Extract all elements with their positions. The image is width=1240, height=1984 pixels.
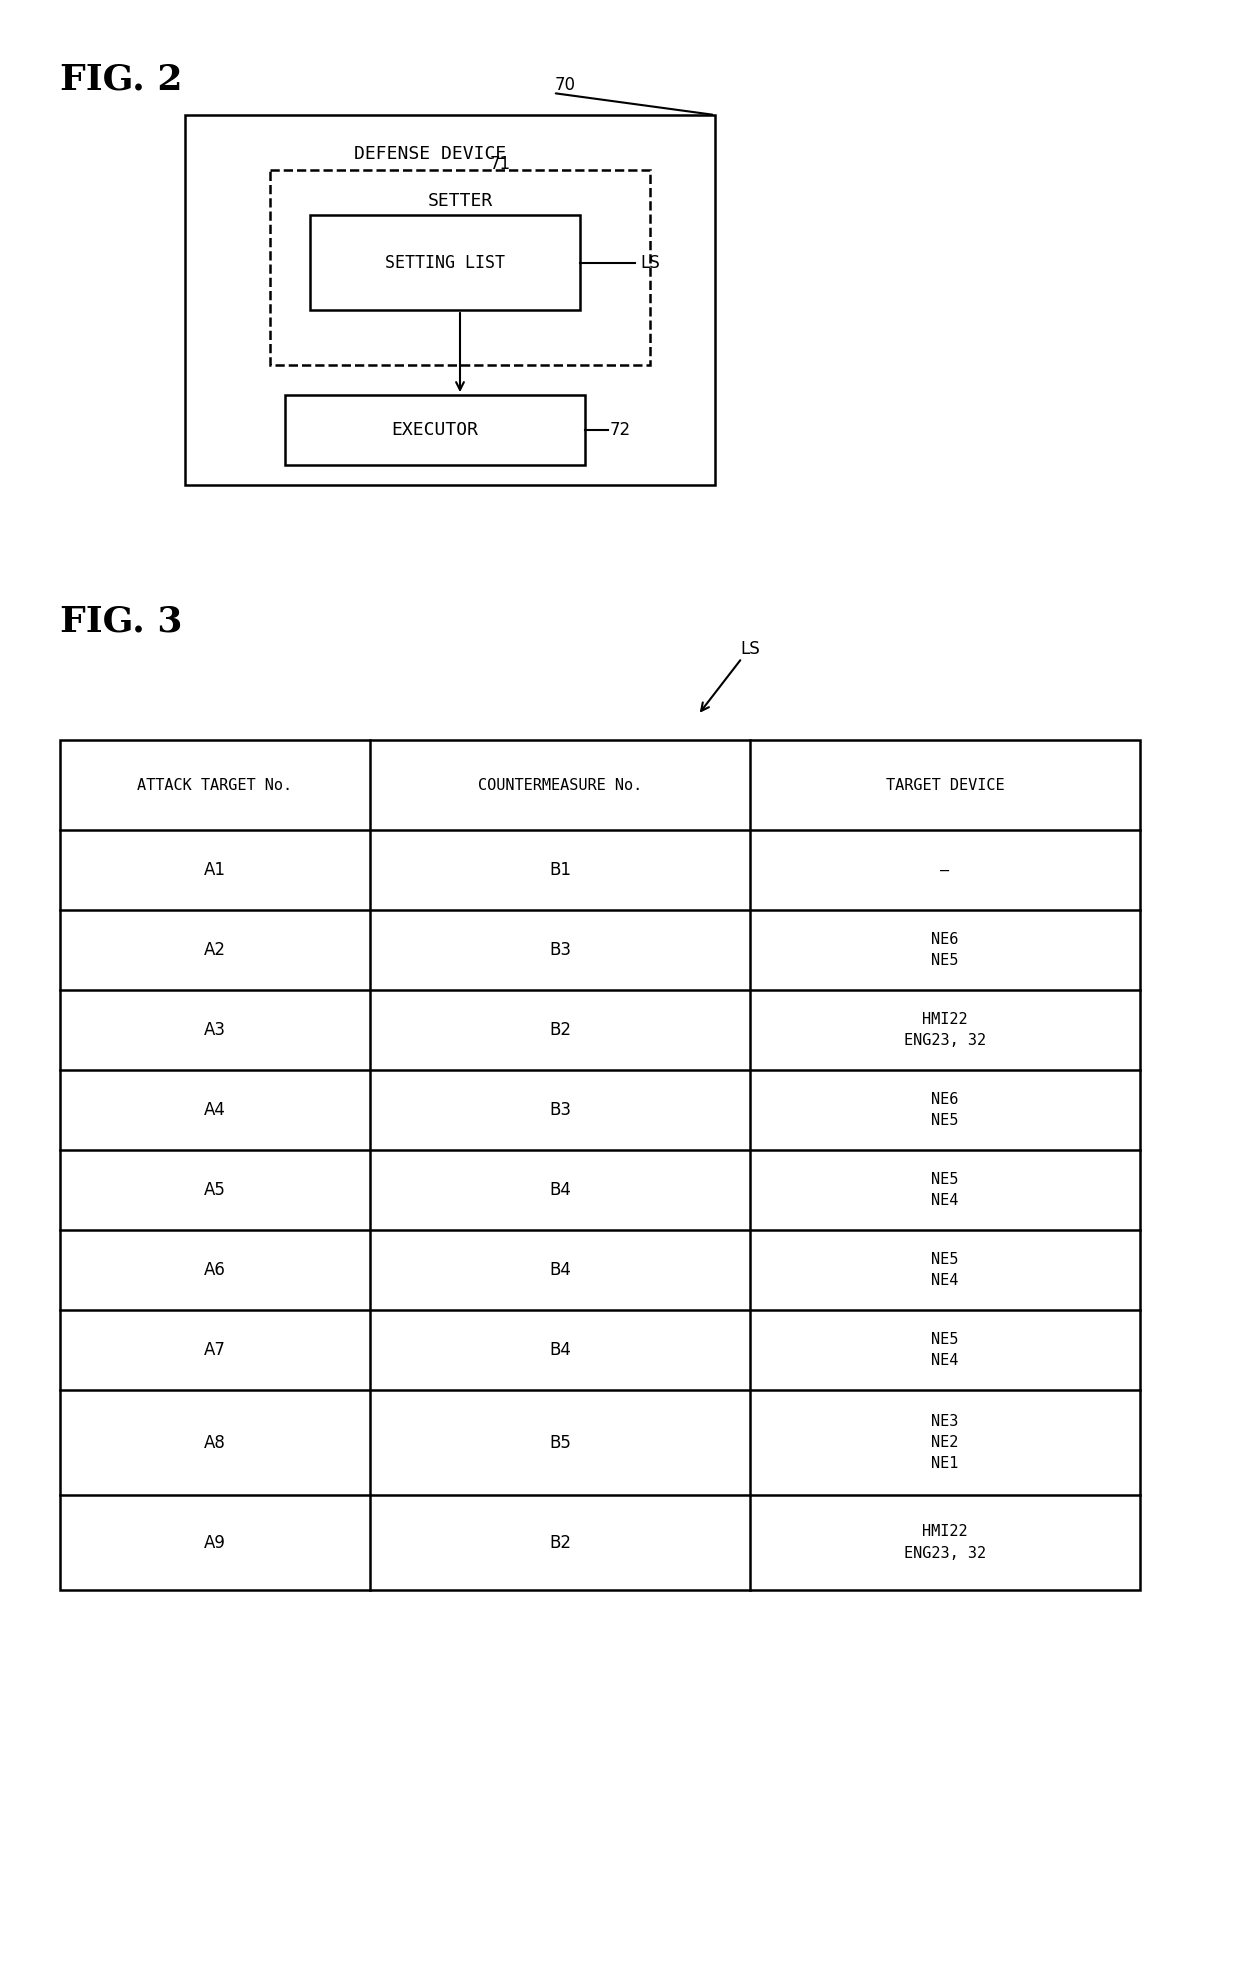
Bar (310, 214, 580, 310)
Text: B1: B1 (549, 861, 570, 879)
Text: HMI22
ENG23, 32: HMI22 ENG23, 32 (904, 1012, 986, 1048)
Text: A3: A3 (205, 1022, 226, 1040)
Text: B3: B3 (549, 1101, 570, 1119)
Text: ATTACK TARGET No.: ATTACK TARGET No. (138, 778, 293, 792)
Text: EXECUTOR: EXECUTOR (392, 421, 479, 438)
Text: NE6
NE5: NE6 NE5 (931, 1091, 959, 1129)
Text: SETTING LIST: SETTING LIST (384, 254, 505, 272)
Bar (285, 395, 585, 464)
Text: FIG. 2: FIG. 2 (60, 62, 182, 95)
Text: B5: B5 (549, 1434, 570, 1452)
Text: A8: A8 (205, 1434, 226, 1452)
Text: B4: B4 (549, 1180, 570, 1198)
Text: A9: A9 (205, 1534, 226, 1551)
Text: A2: A2 (205, 940, 226, 958)
Text: DEFENSE DEVICE: DEFENSE DEVICE (353, 145, 506, 163)
Text: COUNTERMEASURE No.: COUNTERMEASURE No. (477, 778, 642, 792)
Text: HMI22
ENG23, 32: HMI22 ENG23, 32 (904, 1524, 986, 1561)
Text: LS: LS (640, 254, 660, 272)
Text: FIG. 3: FIG. 3 (60, 605, 182, 639)
Text: B4: B4 (549, 1262, 570, 1280)
Text: 72: 72 (610, 421, 631, 438)
Text: B4: B4 (549, 1341, 570, 1359)
Text: 70: 70 (556, 75, 577, 93)
Text: TARGET DEVICE: TARGET DEVICE (885, 778, 1004, 792)
Bar (270, 171, 650, 365)
Text: A1: A1 (205, 861, 226, 879)
Text: B2: B2 (549, 1022, 570, 1040)
Text: NE6
NE5: NE6 NE5 (931, 932, 959, 968)
Text: NE5
NE4: NE5 NE4 (931, 1173, 959, 1208)
Text: A4: A4 (205, 1101, 226, 1119)
Text: —: — (940, 863, 950, 877)
Text: A7: A7 (205, 1341, 226, 1359)
Text: NE5
NE4: NE5 NE4 (931, 1252, 959, 1288)
Bar (185, 115, 715, 484)
Text: SETTER: SETTER (428, 192, 492, 210)
Text: NE5
NE4: NE5 NE4 (931, 1331, 959, 1369)
Text: B3: B3 (549, 940, 570, 958)
Bar (60, 740, 1140, 1589)
Text: 71: 71 (490, 155, 511, 173)
Text: A5: A5 (205, 1180, 226, 1198)
Text: LS: LS (740, 641, 760, 659)
Text: B2: B2 (549, 1534, 570, 1551)
Text: A6: A6 (205, 1262, 226, 1280)
Text: NE3
NE2
NE1: NE3 NE2 NE1 (931, 1415, 959, 1470)
